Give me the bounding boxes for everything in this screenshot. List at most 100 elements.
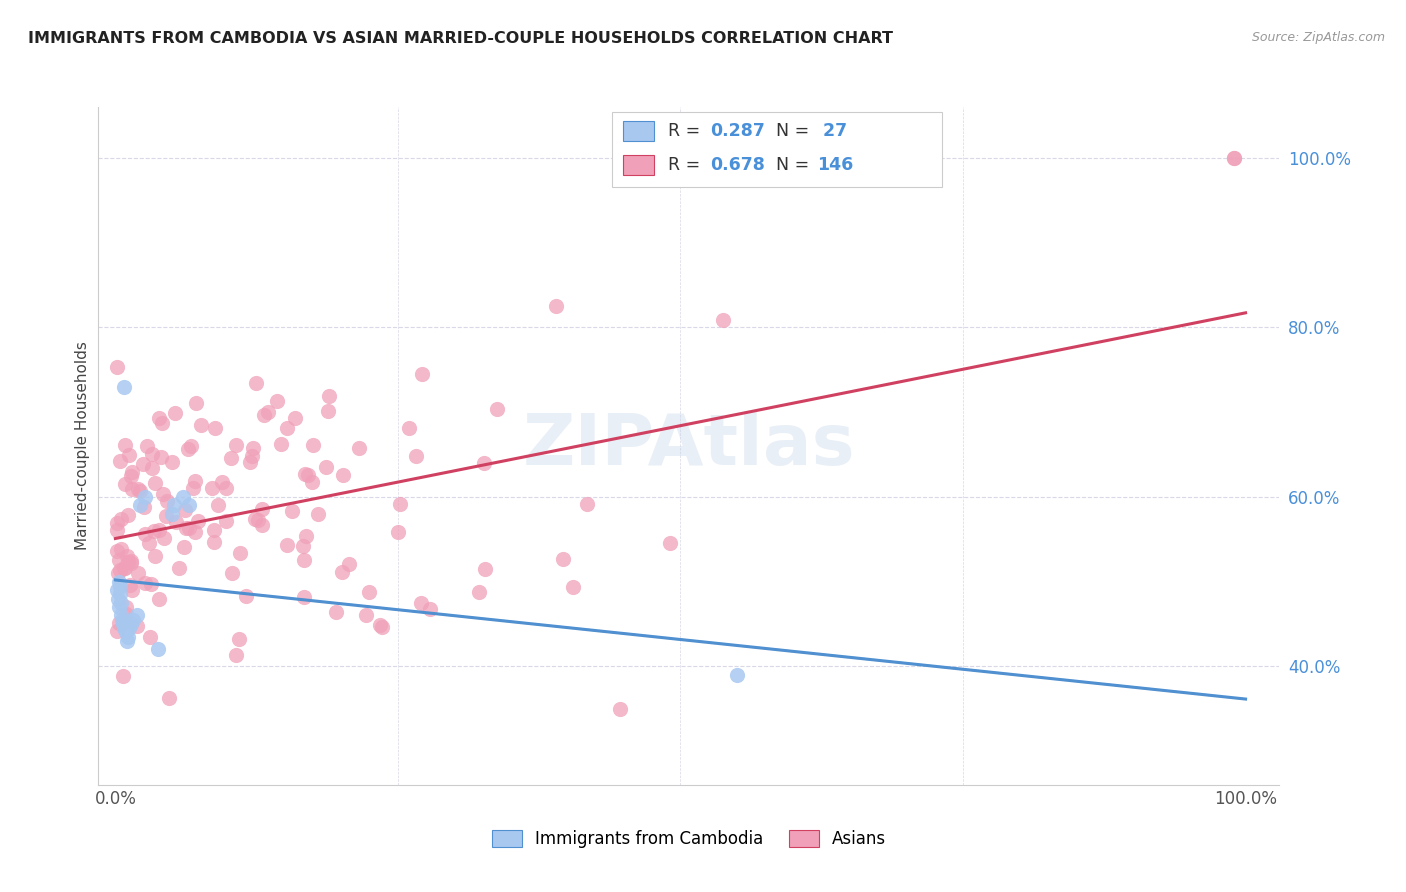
Point <box>409 596 432 610</box>
Point <box>294 467 316 482</box>
Point <box>112 617 135 632</box>
Text: Source: ZipAtlas.com: Source: ZipAtlas.com <box>1251 31 1385 45</box>
Text: R =: R = <box>668 122 706 140</box>
Point <box>325 605 347 619</box>
Point <box>112 561 135 575</box>
Point <box>112 621 135 635</box>
Point <box>160 455 183 469</box>
Point <box>122 613 145 627</box>
Point <box>105 544 128 558</box>
Point <box>138 535 160 549</box>
Point <box>354 608 377 623</box>
Point <box>160 507 183 521</box>
Point <box>121 482 143 496</box>
Point <box>111 613 134 627</box>
Text: 0.678: 0.678 <box>710 156 765 174</box>
Point <box>105 523 128 537</box>
Point <box>134 500 156 515</box>
Point <box>245 376 267 390</box>
Point <box>184 396 207 410</box>
Point <box>105 583 128 598</box>
Point <box>177 498 200 512</box>
Point <box>143 475 166 490</box>
Text: N =: N = <box>776 156 815 174</box>
Point <box>184 474 207 488</box>
Point <box>207 498 229 512</box>
Point <box>143 549 166 564</box>
Point <box>120 556 142 570</box>
Point <box>174 503 197 517</box>
Point <box>485 401 508 416</box>
Text: N =: N = <box>776 122 815 140</box>
Point <box>108 553 131 567</box>
Point <box>117 556 139 570</box>
Point <box>127 618 149 632</box>
Point <box>112 615 135 629</box>
Point <box>127 566 149 581</box>
Point <box>149 450 172 465</box>
Point <box>114 560 136 574</box>
Point <box>159 690 181 705</box>
Point <box>270 437 292 451</box>
Point <box>347 441 370 455</box>
Point <box>105 516 128 530</box>
Point <box>117 630 139 644</box>
Point <box>295 529 318 543</box>
Point <box>215 482 238 496</box>
Point <box>316 404 339 418</box>
Point <box>134 490 156 504</box>
Point <box>155 509 177 524</box>
Point <box>371 620 394 634</box>
Point <box>107 591 129 606</box>
Point <box>229 546 252 560</box>
Point <box>187 514 209 528</box>
Point <box>163 498 186 512</box>
Point <box>114 438 136 452</box>
Point <box>370 618 392 632</box>
Point <box>284 410 307 425</box>
Point <box>250 517 273 532</box>
Point <box>252 408 274 422</box>
Point <box>120 617 142 632</box>
Point <box>474 562 496 576</box>
Point <box>105 359 128 374</box>
Point <box>658 536 681 550</box>
Point <box>172 490 194 504</box>
Point <box>115 549 138 563</box>
Point <box>221 566 243 581</box>
Legend: Immigrants from Cambodia, Asians: Immigrants from Cambodia, Asians <box>485 823 893 855</box>
Point <box>337 557 360 571</box>
Point <box>725 667 748 681</box>
Point <box>332 467 354 482</box>
Point <box>114 477 136 491</box>
Point <box>125 608 148 623</box>
Point <box>243 512 266 526</box>
Point <box>110 512 132 526</box>
Point <box>297 467 319 482</box>
Point <box>165 407 187 421</box>
Point <box>180 439 202 453</box>
Text: IMMIGRANTS FROM CAMBODIA VS ASIAN MARRIED-COUPLE HOUSEHOLDS CORRELATION CHART: IMMIGRANTS FROM CAMBODIA VS ASIAN MARRIE… <box>28 31 893 46</box>
Point <box>132 457 155 471</box>
Point <box>110 541 132 556</box>
Point <box>235 589 257 603</box>
Point <box>176 521 198 535</box>
Point <box>112 380 135 394</box>
Point <box>302 438 325 452</box>
Point <box>107 566 129 581</box>
Point <box>148 523 170 537</box>
Point <box>143 524 166 538</box>
Point <box>167 561 190 575</box>
Point <box>315 459 337 474</box>
Point <box>576 497 599 511</box>
Point <box>562 580 585 594</box>
Point <box>114 625 136 640</box>
Point <box>252 502 274 516</box>
Point <box>276 420 298 434</box>
Point <box>292 590 315 604</box>
Point <box>120 554 142 568</box>
Point <box>240 449 263 463</box>
Point <box>121 466 143 480</box>
Point <box>551 552 574 566</box>
Point <box>118 449 141 463</box>
